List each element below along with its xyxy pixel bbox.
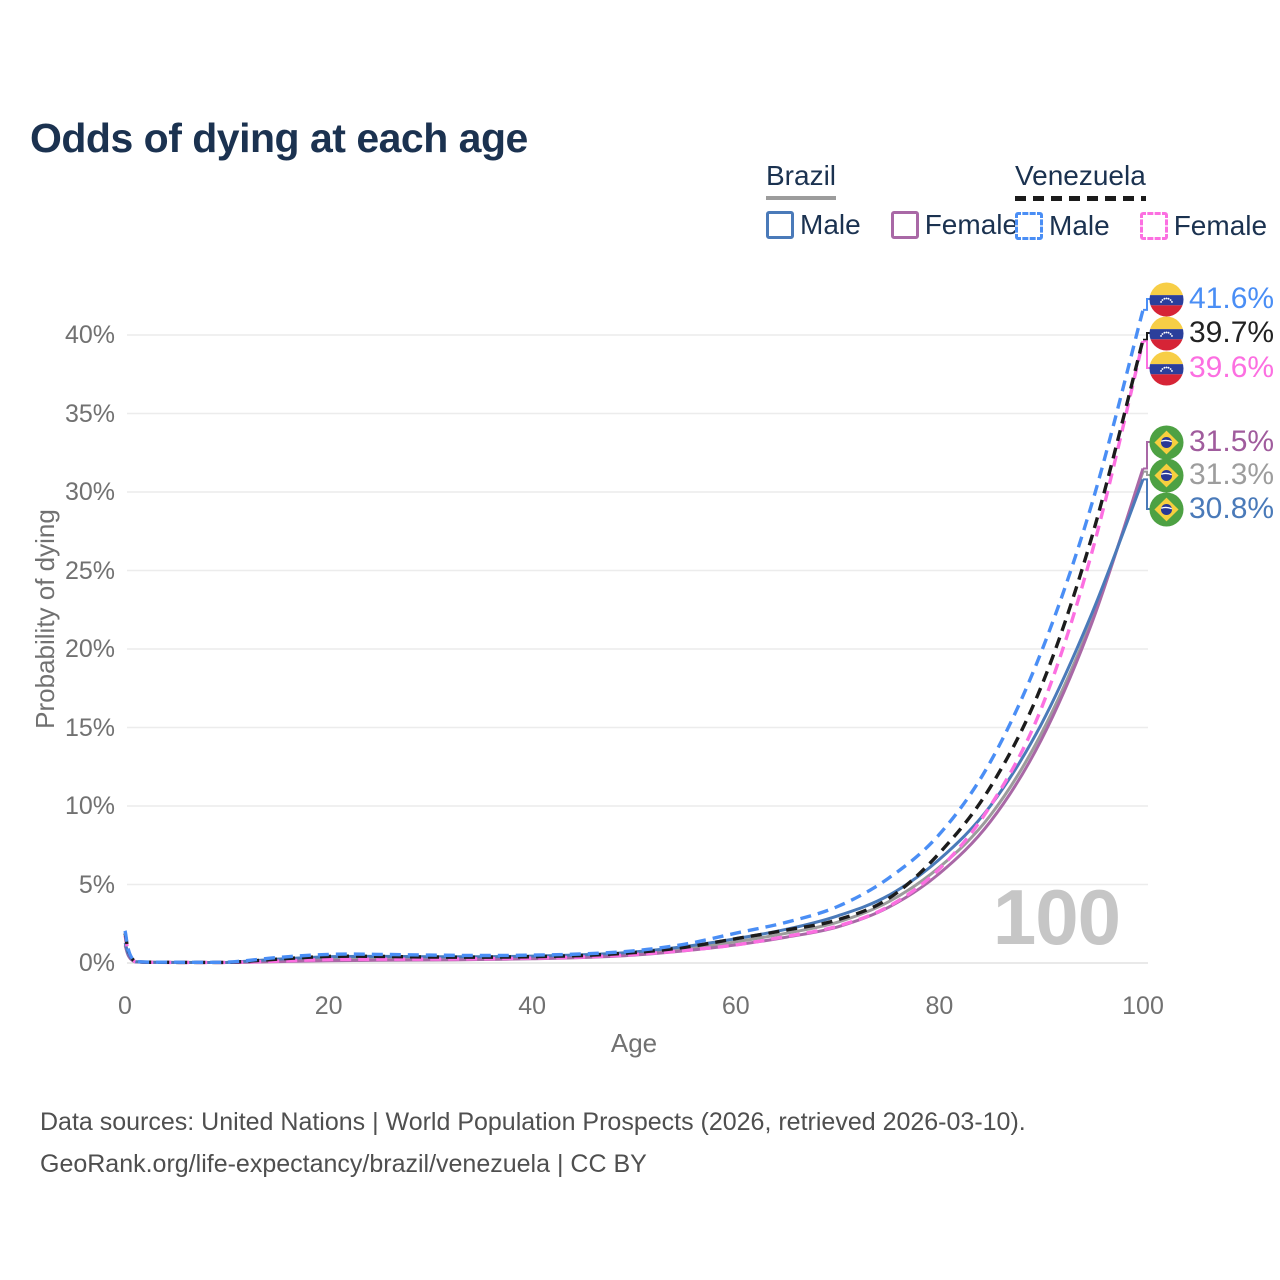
y-tick-label: 10% [64, 792, 115, 820]
endpoint-value-venezuela-female: 39.6% [1189, 351, 1275, 384]
y-tick-label: 40% [64, 321, 115, 349]
x-axis-label: Age [610, 1028, 658, 1058]
legend-group-venezuela: Venezuela Male Female [1015, 160, 1267, 242]
y-tick-label: 25% [64, 556, 115, 585]
leader-line-venezuela-female [1143, 340, 1150, 369]
venezuela-flag-icon [1149, 350, 1184, 386]
endpoint-label-venezuela-female: 39.6% [1149, 350, 1274, 386]
venezuela-both-line-sample [1015, 196, 1146, 201]
brazil-flag-icon [1149, 457, 1184, 493]
legend-label-brazil-female: Female [924, 209, 1019, 240]
endpoint-value-venezuela-male: 41.6% [1189, 282, 1275, 315]
leader-line-brazil-female [1143, 441, 1150, 470]
venezuela-flag-icon [1149, 315, 1184, 351]
brazil-male-swatch-icon[interactable] [766, 211, 794, 239]
page-title: Odds of dying at each age [30, 115, 528, 162]
y-tick-label: 30% [64, 478, 115, 506]
footer-attribution: GeoRank.org/life-expectancy/brazil/venez… [40, 1150, 647, 1178]
endpoint-label-brazil-both: 31.3% [1149, 457, 1274, 493]
endpoint-value-brazil-female: 31.5% [1189, 425, 1275, 458]
legend-item-venezuela-female[interactable]: Female [1139, 210, 1268, 242]
x-tick-label: 100 [1122, 992, 1164, 1020]
x-tick-label: 20 [314, 992, 343, 1020]
endpoint-value-brazil-male: 30.8% [1189, 492, 1275, 525]
y-tick-label: 35% [64, 399, 115, 428]
x-tick-label: 40 [518, 992, 547, 1020]
leader-line-brazil-both [1143, 470, 1150, 476]
legend-brazil-items: Male Female [766, 209, 1018, 241]
endpoint-label-brazil-female: 31.5% [1149, 424, 1274, 460]
leader-line-brazil-male [1143, 478, 1150, 510]
venezuela-male-swatch-icon[interactable] [1015, 212, 1043, 240]
endpoint-value-venezuela-both: 39.7% [1189, 316, 1275, 349]
y-tick-label: 0% [78, 949, 115, 977]
y-tick-label: 5% [78, 870, 115, 899]
legend-label-brazil-male: Male [800, 209, 861, 240]
brazil-female-swatch-icon[interactable] [890, 211, 919, 239]
legend-item-brazil-male[interactable]: Male [766, 209, 861, 241]
x-tick-label: 80 [925, 992, 954, 1020]
brazil-both-line-sample [766, 196, 837, 200]
line-venezuela-male [123, 309, 1145, 965]
legend-label-venezuela-male: Male [1049, 210, 1110, 241]
endpoint-value-brazil-both: 31.3% [1189, 458, 1275, 491]
legend-venezuela-items: Male Female [1015, 210, 1267, 242]
y-tick-label: 20% [64, 635, 115, 663]
leader-line-venezuela-both [1143, 332, 1150, 341]
legend-group-brazil: Brazil Male Female [766, 160, 1018, 241]
legend-brazil-title: Brazil [766, 160, 837, 191]
venezuela-female-swatch-icon[interactable] [1139, 212, 1168, 240]
brazil-flag-icon [1149, 491, 1184, 527]
venezuela-flag-icon [1149, 281, 1184, 317]
y-axis-label: Probability of dying [30, 509, 60, 729]
endpoint-label-brazil-male: 30.8% [1149, 491, 1274, 527]
line-venezuela-female [123, 340, 1145, 965]
endpoint-label-venezuela-both: 39.7% [1149, 315, 1274, 351]
legend-venezuela-title: Venezuela [1015, 160, 1146, 191]
x-tick-label: 60 [721, 992, 750, 1020]
legend-venezuela-header: Venezuela [1015, 160, 1146, 201]
legend-label-venezuela-female: Female [1173, 210, 1268, 241]
leader-line-venezuela-male [1143, 298, 1150, 311]
line-venezuela-both [123, 339, 1145, 965]
endpoint-label-venezuela-male: 41.6% [1149, 281, 1274, 317]
y-tick-label: 15% [64, 713, 115, 742]
x-tick-label: 0 [118, 992, 132, 1020]
footer-data-sources: Data sources: United Nations | World Pop… [40, 1108, 1026, 1136]
mortality-chart-plot [123, 298, 1150, 965]
legend-item-brazil-female[interactable]: Female [890, 209, 1019, 241]
brazil-flag-icon [1149, 424, 1184, 460]
legend-item-venezuela-male[interactable]: Male [1015, 210, 1110, 242]
age-watermark: 100 [992, 873, 1121, 961]
legend-brazil-header: Brazil [766, 160, 837, 200]
